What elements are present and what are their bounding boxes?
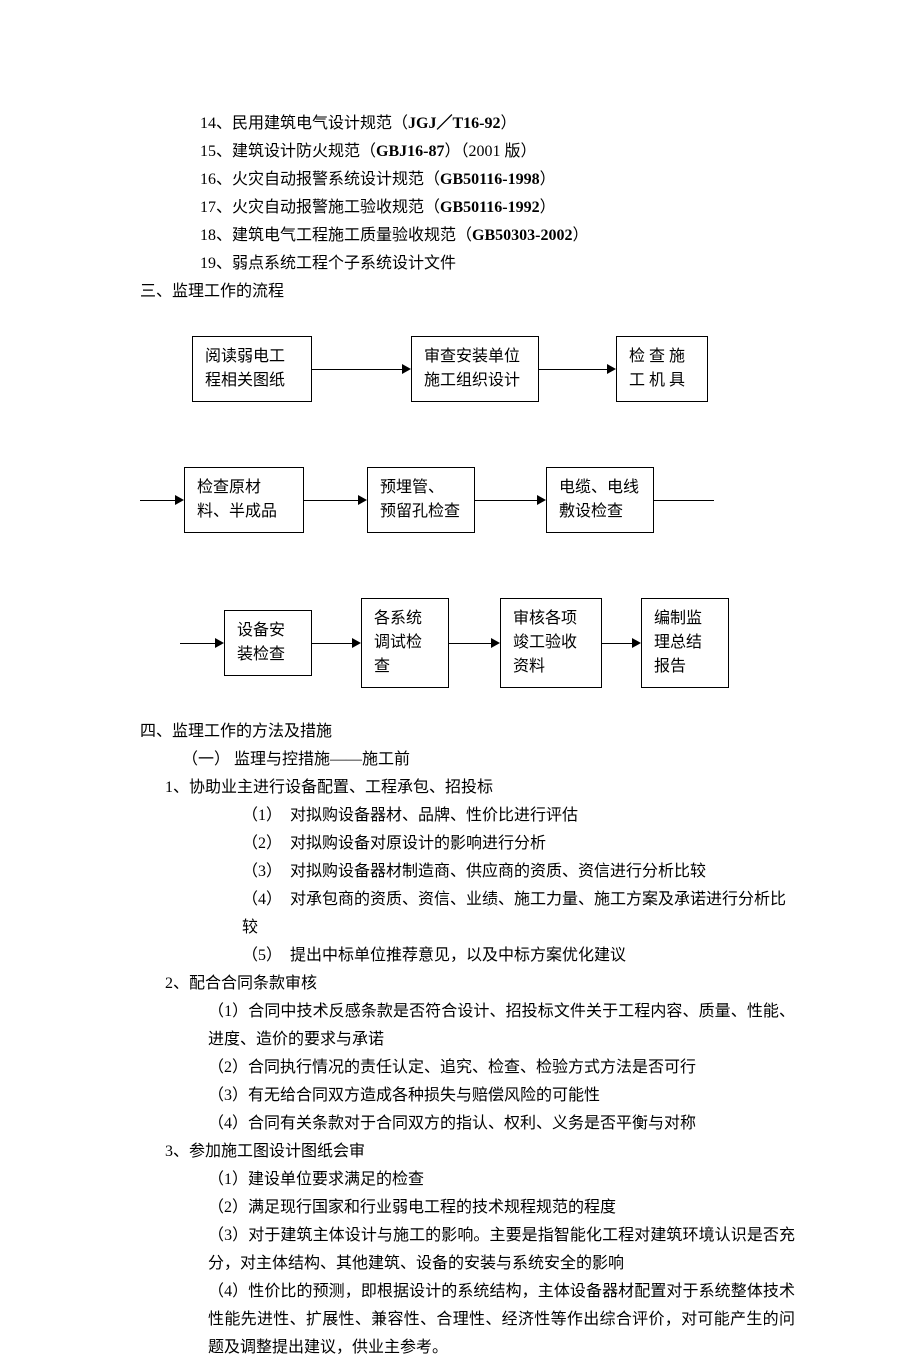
flow-box: 编制监理总结报告 (641, 598, 729, 688)
arrow-icon (449, 638, 500, 648)
arrow-icon (475, 495, 546, 505)
flow-box: 预埋管、 预留孔检查 (367, 467, 475, 533)
trailing-line (654, 500, 714, 501)
flow-box: 设备安装检查 (224, 610, 312, 676)
item-child: （4） 对承包商的资质、资信、业绩、施工力量、施工方案及承诺进行分析比较 (140, 886, 795, 942)
flow-row: 检查原材料、半成品预埋管、 预留孔检查 电缆、电线敷设检查 (140, 467, 795, 533)
flow-row: 阅读弱电工程相关图纸 审查安装单位施工组织设计 检 查 施 工 机 具 (192, 336, 795, 402)
flow-box: 审查安装单位施工组织设计 (411, 336, 539, 402)
arrow-icon (539, 364, 616, 374)
arrow-icon (304, 495, 367, 505)
flow-box: 检 查 施 工 机 具 (616, 336, 708, 402)
item-child: （1）建设单位要求满足的检查 (140, 1166, 795, 1194)
arrow-icon (602, 638, 641, 648)
spec-item: 18、建筑电气工程施工质量验收规范（GB50303-2002） (140, 222, 795, 250)
arrow-icon (312, 638, 361, 648)
flowchart: 阅读弱电工程相关图纸 审查安装单位施工组织设计 检 查 施 工 机 具检查原材料、半… (140, 336, 795, 688)
item-child: （4）合同有关条款对于合同双方的指认、权利、义务是否平衡与对称 (140, 1110, 795, 1138)
section-3-title: 三、监理工作的流程 (140, 278, 795, 306)
item-title: 1、协助业主进行设备配置、工程承包、招投标 (140, 774, 795, 802)
item-child: （3） 对拟购设备器材制造商、供应商的资质、资信进行分析比较 (140, 858, 795, 886)
flow-row: 设备安装检查各系统调试检查审核各项竣工验收资料编制监理总结报告 (180, 598, 795, 688)
spec-item: 19、弱点系统工程个子系统设计文件 (140, 250, 795, 278)
flow-box: 阅读弱电工程相关图纸 (192, 336, 312, 402)
item-child: （1）合同中技术反感条款是否符合设计、招投标文件关于工程内容、质量、性能、进度、… (140, 998, 795, 1054)
spec-item: 17、火灾自动报警施工验收规范（GB50116-1992） (140, 194, 795, 222)
item-child: （1） 对拟购设备器材、品牌、性价比进行评估 (140, 802, 795, 830)
item-child: （5） 提出中标单位推荐意见，以及中标方案优化建议 (140, 942, 795, 970)
item-child: （2） 对拟购设备对原设计的影响进行分析 (140, 830, 795, 858)
arrow-icon (312, 364, 411, 374)
flow-box: 检查原材料、半成品 (184, 467, 304, 533)
subsection-4-1: （一） 监理与控措施——施工前 (140, 746, 795, 774)
item-child: （2）合同执行情况的责任认定、追究、检查、检验方式方法是否可行 (140, 1054, 795, 1082)
spec-item: 14、民用建筑电气设计规范（JGJ／T16-92） (140, 110, 795, 138)
flow-box: 电缆、电线敷设检查 (546, 467, 654, 533)
item-child: （3）对于建筑主体设计与施工的影响。主要是指智能化工程对建筑环境认识是否充分，对… (140, 1222, 795, 1278)
arrow-icon (140, 495, 184, 505)
spec-item: 15、建筑设计防火规范（GBJ16-87）（2001 版） (140, 138, 795, 166)
item-child: （2）满足现行国家和行业弱电工程的技术规程规范的程度 (140, 1194, 795, 1222)
section-4-title: 四、监理工作的方法及措施 (140, 718, 795, 746)
flow-box: 审核各项竣工验收资料 (500, 598, 602, 688)
item-title: 3、参加施工图设计图纸会审 (140, 1138, 795, 1166)
item-title: 2、配合合同条款审核 (140, 970, 795, 998)
spec-item: 16、火灾自动报警系统设计规范（GB50116-1998） (140, 166, 795, 194)
arrow-icon (180, 638, 224, 648)
flow-box: 各系统调试检查 (361, 598, 449, 688)
item-child: （4）性价比的预测，即根据设计的系统结构，主体设备器材配置对于系统整体技术性能先… (140, 1278, 795, 1362)
item-child: （3）有无给合同双方造成各种损失与赔偿风险的可能性 (140, 1082, 795, 1110)
